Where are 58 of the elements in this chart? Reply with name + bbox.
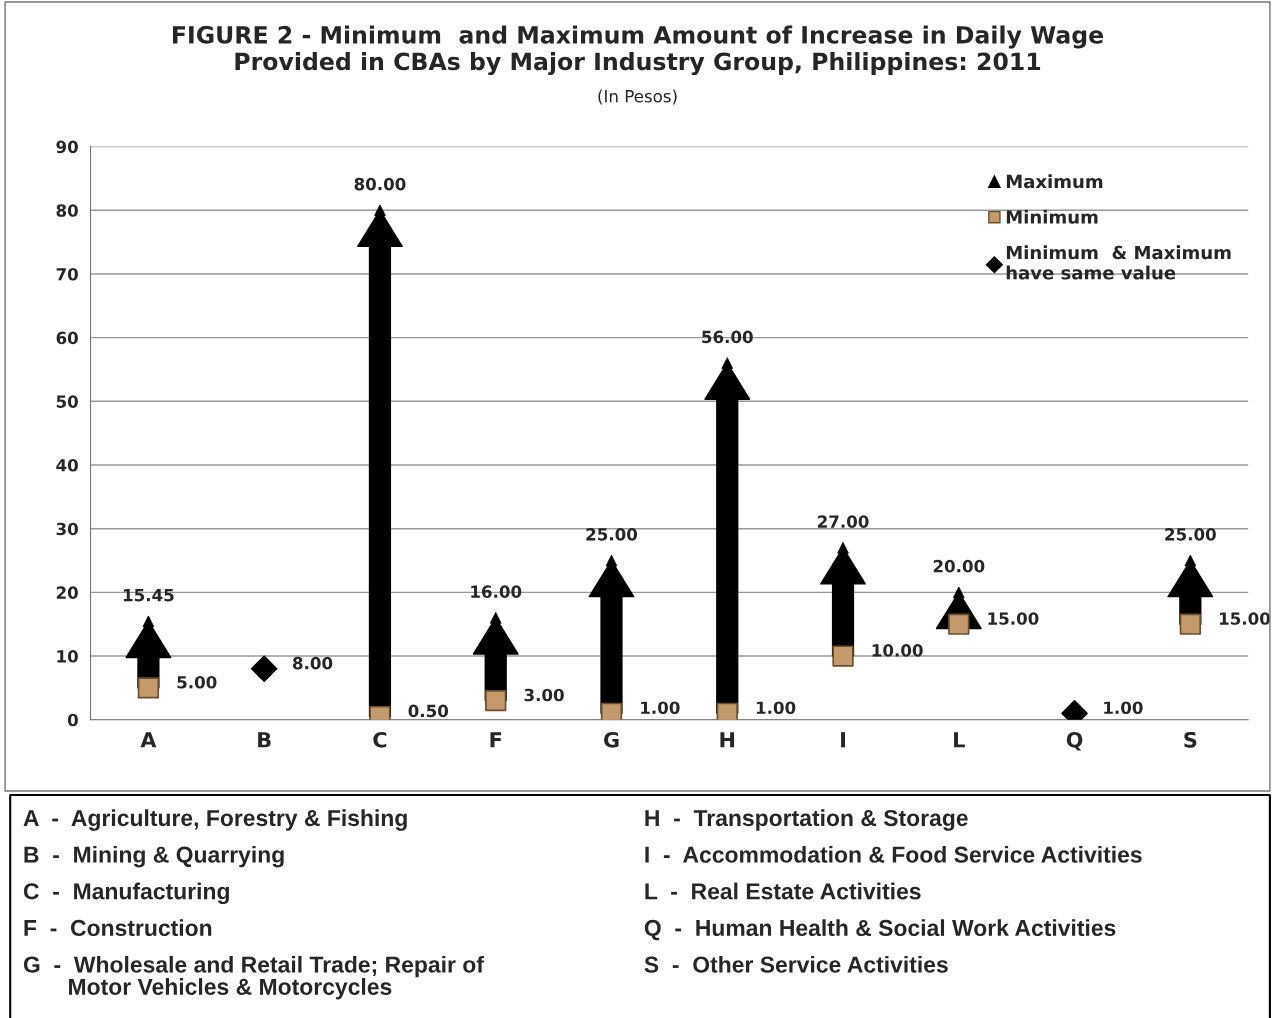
data-label: 8.00 <box>292 656 333 670</box>
point <box>485 689 507 712</box>
point <box>1179 613 1201 635</box>
point <box>137 677 160 699</box>
text: F - Construction <box>24 919 212 937</box>
chart-subtitle: (In Pesos) <box>598 89 677 105</box>
text: G - Wholesale and Retail Trade; Repair of Motor Vehicles & Motorcycles <box>23 955 484 1000</box>
data-label: 1.00 <box>641 701 680 715</box>
y-tick-label: 50 <box>56 395 78 408</box>
data-label: 16.00 <box>471 585 522 598</box>
y-tick-label: 40 <box>56 458 78 472</box>
data-label: 56.00 <box>702 330 753 344</box>
text: B - Mining & Quarrying <box>24 845 284 868</box>
text: I - Accommodation & Food Service Activities <box>645 845 1142 863</box>
data-label: 27.00 <box>817 515 869 528</box>
text: A - Agriculture, Forestry & Fishing <box>23 809 407 831</box>
point <box>250 655 278 683</box>
data-label: 15.45 <box>123 589 174 602</box>
y-tick-label: 30 <box>56 522 78 536</box>
legend-label: Minimum & Maximum have same value <box>1006 245 1231 280</box>
y-tick-label: 70 <box>56 267 78 281</box>
data-label: 15.00 <box>988 612 1039 625</box>
data-label: 80.00 <box>354 177 406 191</box>
x-tick-label: I <box>841 732 845 748</box>
data-label: 25.00 <box>1165 528 1216 541</box>
x-tick-label: C <box>373 731 387 748</box>
x-tick-label: H <box>720 732 735 748</box>
x-tick-label: S <box>1184 731 1197 748</box>
chart-title: FIGURE 2 - Minimum and Maximum Amount of Increase in Daily Wage Provided in CBAs by Major Industry Group, Philippines: 2011 <box>172 25 1104 76</box>
data-label: 0.50 <box>408 704 449 718</box>
x-tick-label: L <box>954 732 965 748</box>
y-tick-label: 60 <box>56 331 78 345</box>
x-tick-label: F <box>490 732 502 748</box>
y-tick-label: 80 <box>56 204 78 217</box>
data-label: 1.00 <box>756 701 796 715</box>
data-label: 5.00 <box>177 675 217 689</box>
text: C - Manufacturing <box>23 882 229 905</box>
data-label: 15.00 <box>1220 612 1271 625</box>
x-tick-label: A <box>140 732 157 748</box>
y-tick-label: 20 <box>56 586 78 599</box>
x-tick-label: G <box>603 731 619 748</box>
data-label: 25.00 <box>586 528 638 541</box>
data-label: 20.00 <box>933 559 985 573</box>
legend-label: Maximum <box>1006 174 1103 189</box>
y-tick-label: 10 <box>57 650 78 663</box>
text: L - Real Estate Activities <box>645 882 921 900</box>
data-label: 3.00 <box>524 688 564 702</box>
y-tick-label: 0 <box>67 713 78 727</box>
legend-label: Minimum <box>1006 209 1098 224</box>
x-tick-label: Q <box>1066 731 1083 751</box>
text: H - Transportation & Storage <box>645 809 968 831</box>
data-label: 1.00 <box>1104 701 1143 715</box>
y-tick-label: 90 <box>56 140 78 154</box>
x-tick-label: B <box>258 732 271 748</box>
point <box>832 645 854 667</box>
text: Q - Human Health & Social Work Activities <box>644 919 1116 941</box>
text: S - Other Service Activities <box>644 955 948 973</box>
data-label: 10.00 <box>872 644 923 657</box>
